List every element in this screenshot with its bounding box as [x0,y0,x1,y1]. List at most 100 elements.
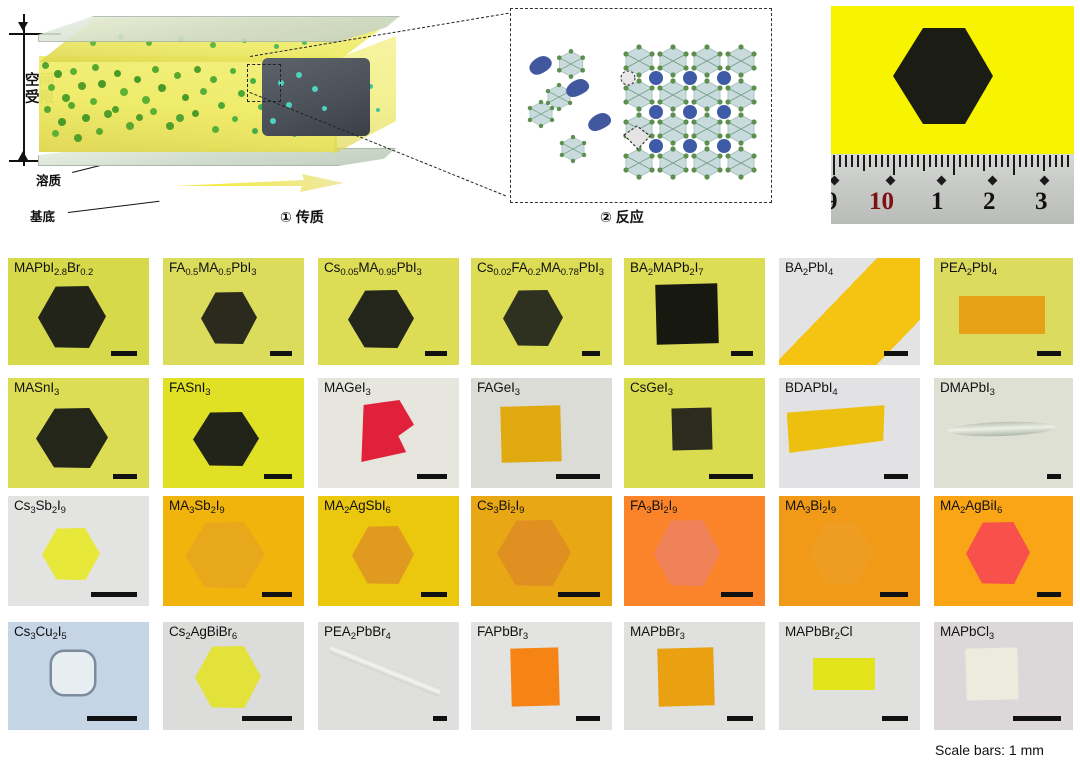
crystal-object [809,522,873,584]
scale-bar [731,351,753,356]
zoom-region-box [247,64,281,102]
sample-photo: DMAPbI3 [934,378,1073,488]
sample-cell: FA0.5MA0.5PbI3 [163,258,304,365]
scale-bar [421,592,447,597]
sample-photo: PEA2PbI4 [934,258,1073,365]
crystal-object [500,405,562,463]
sample-formula-label: MA3Bi2I9 [785,498,837,516]
scale-bar [576,716,600,721]
axis-arrow-down-icon [18,22,28,31]
sample-photo: Cs3Cu2I5 [8,622,149,730]
crystal-surface-dot [270,118,276,124]
scale-bar-caption: Scale bars: 1 mm [935,742,1044,758]
scale-bar [721,592,753,597]
scale-bar [113,474,137,479]
crystal-object [352,526,414,584]
crystal-object [654,520,720,586]
scale-bar [556,474,600,479]
sample-photo: Cs0.05MA0.95PbI3 [318,258,459,365]
sample-cell: Cs3Cu2I5 [8,622,149,730]
scale-bar [1037,351,1061,356]
sample-formula-label: BA2PbI4 [785,260,834,278]
mass-transport-arrow-icon [176,174,344,192]
scale-bar [727,716,753,721]
sample-formula-label: Cs3Cu2I5 [14,624,67,642]
sample-formula-label: Cs0.02FA0.2MA0.78PbI3 [477,260,604,278]
crystal-object [947,420,1057,438]
scale-bar [558,592,600,597]
sample-formula-label: MA2AgSbI6 [324,498,391,516]
sample-cell: PEA2PbBr4 [318,622,459,730]
sample-cell: BA2PbI4 [779,258,920,365]
ruler-number: 3 [1035,188,1048,215]
sample-formula-label: MA3Sb2I9 [169,498,225,516]
scale-bar [242,716,292,721]
sample-formula-label: FAPbBr3 [477,624,529,642]
scale-bar [91,592,137,597]
sample-cell: Cs0.02FA0.2MA0.78PbI3 [471,258,612,365]
sample-cell: MAGeI3 [318,378,459,488]
crystal-object [959,296,1045,334]
sample-photo: MAPbBr3 [624,622,765,730]
scale-bar [262,592,292,597]
crystal-object [671,407,713,451]
sample-photo: FA0.5MA0.5PbI3 [163,258,304,365]
sample-formula-label: BDAPbI4 [785,380,838,398]
sample-cell: DMAPbI3 [934,378,1073,488]
sample-cell: CsGeI3 [624,378,765,488]
sample-cell: Cs0.05MA0.95PbI3 [318,258,459,365]
sample-formula-label: CsGeI3 [630,380,673,398]
crystal-object [813,658,875,690]
crystal-object [195,646,261,708]
confinement-axis-vertical [23,14,25,166]
crystal-object [52,652,94,694]
sample-formula-label: PEA2PbBr4 [324,624,391,642]
sample-photo: FAGeI3 [471,378,612,488]
ruler-number: 2 [983,188,996,215]
crystal-object [42,528,100,580]
sample-formula-label: Cs3Sb2I9 [14,498,66,516]
sample-cell: Cs3Bi2I9 [471,496,612,606]
sample-cell: FAGeI3 [471,378,612,488]
sample-cell: FA3Bi2I9 [624,496,765,606]
sample-photo: MAGeI3 [318,378,459,488]
scale-bar [582,351,600,356]
ruler-diamond-marker [1039,175,1050,186]
sample-formula-label: Cs3Bi2I9 [477,498,525,516]
sample-cell: MAPbBr2Cl [779,622,920,730]
sample-formula-label: BA2MAPb2I7 [630,260,704,278]
sample-photo: MA2AgBiI6 [934,496,1073,606]
sample-formula-label: FA3Bi2I9 [630,498,678,516]
top-glass-plate [38,16,400,42]
sample-cell: MAPbBr3 [624,622,765,730]
solute-label: 溶质 [36,174,62,188]
sample-photo: BA2PbI4 [779,258,920,365]
scale-bar [880,592,908,597]
sample-cell: Cs3Sb2I9 [8,496,149,606]
ruler-number: 9 [831,188,838,215]
sample-cell: Cs2AgBiBr6 [163,622,304,730]
crystal-object [779,258,920,365]
sample-formula-label: MAPbBr3 [630,624,685,642]
ruler-diamond-marker [885,175,896,186]
axis-arrow-up-icon [18,151,28,160]
sample-formula-label: PEA2PbI4 [940,260,998,278]
scale-bar [884,474,908,479]
step1-label: ① 传质 [280,209,324,225]
crystal-object [497,520,571,586]
scale-bar [433,716,447,721]
crystal-object [201,292,257,344]
crystal-object [185,522,265,588]
crystal-object [503,290,563,346]
sample-cell: PEA2PbI4 [934,258,1073,365]
sample-cell: FAPbBr3 [471,622,612,730]
sample-formula-label: MAGeI3 [324,380,371,398]
sample-photo: FASnI3 [163,378,304,488]
sample-photo: MA3Sb2I9 [163,496,304,606]
ruler-number: 10 [869,188,894,215]
scale-bar [417,474,447,479]
crystal-object [328,644,442,697]
sample-photo-grid: MAPbI2.8Br0.2 FA0.5MA0.5PbI3 Cs0.05MA0.95P… [0,250,1080,742]
scale-bar [425,351,447,356]
confinement-axis-top-tick [9,33,61,35]
